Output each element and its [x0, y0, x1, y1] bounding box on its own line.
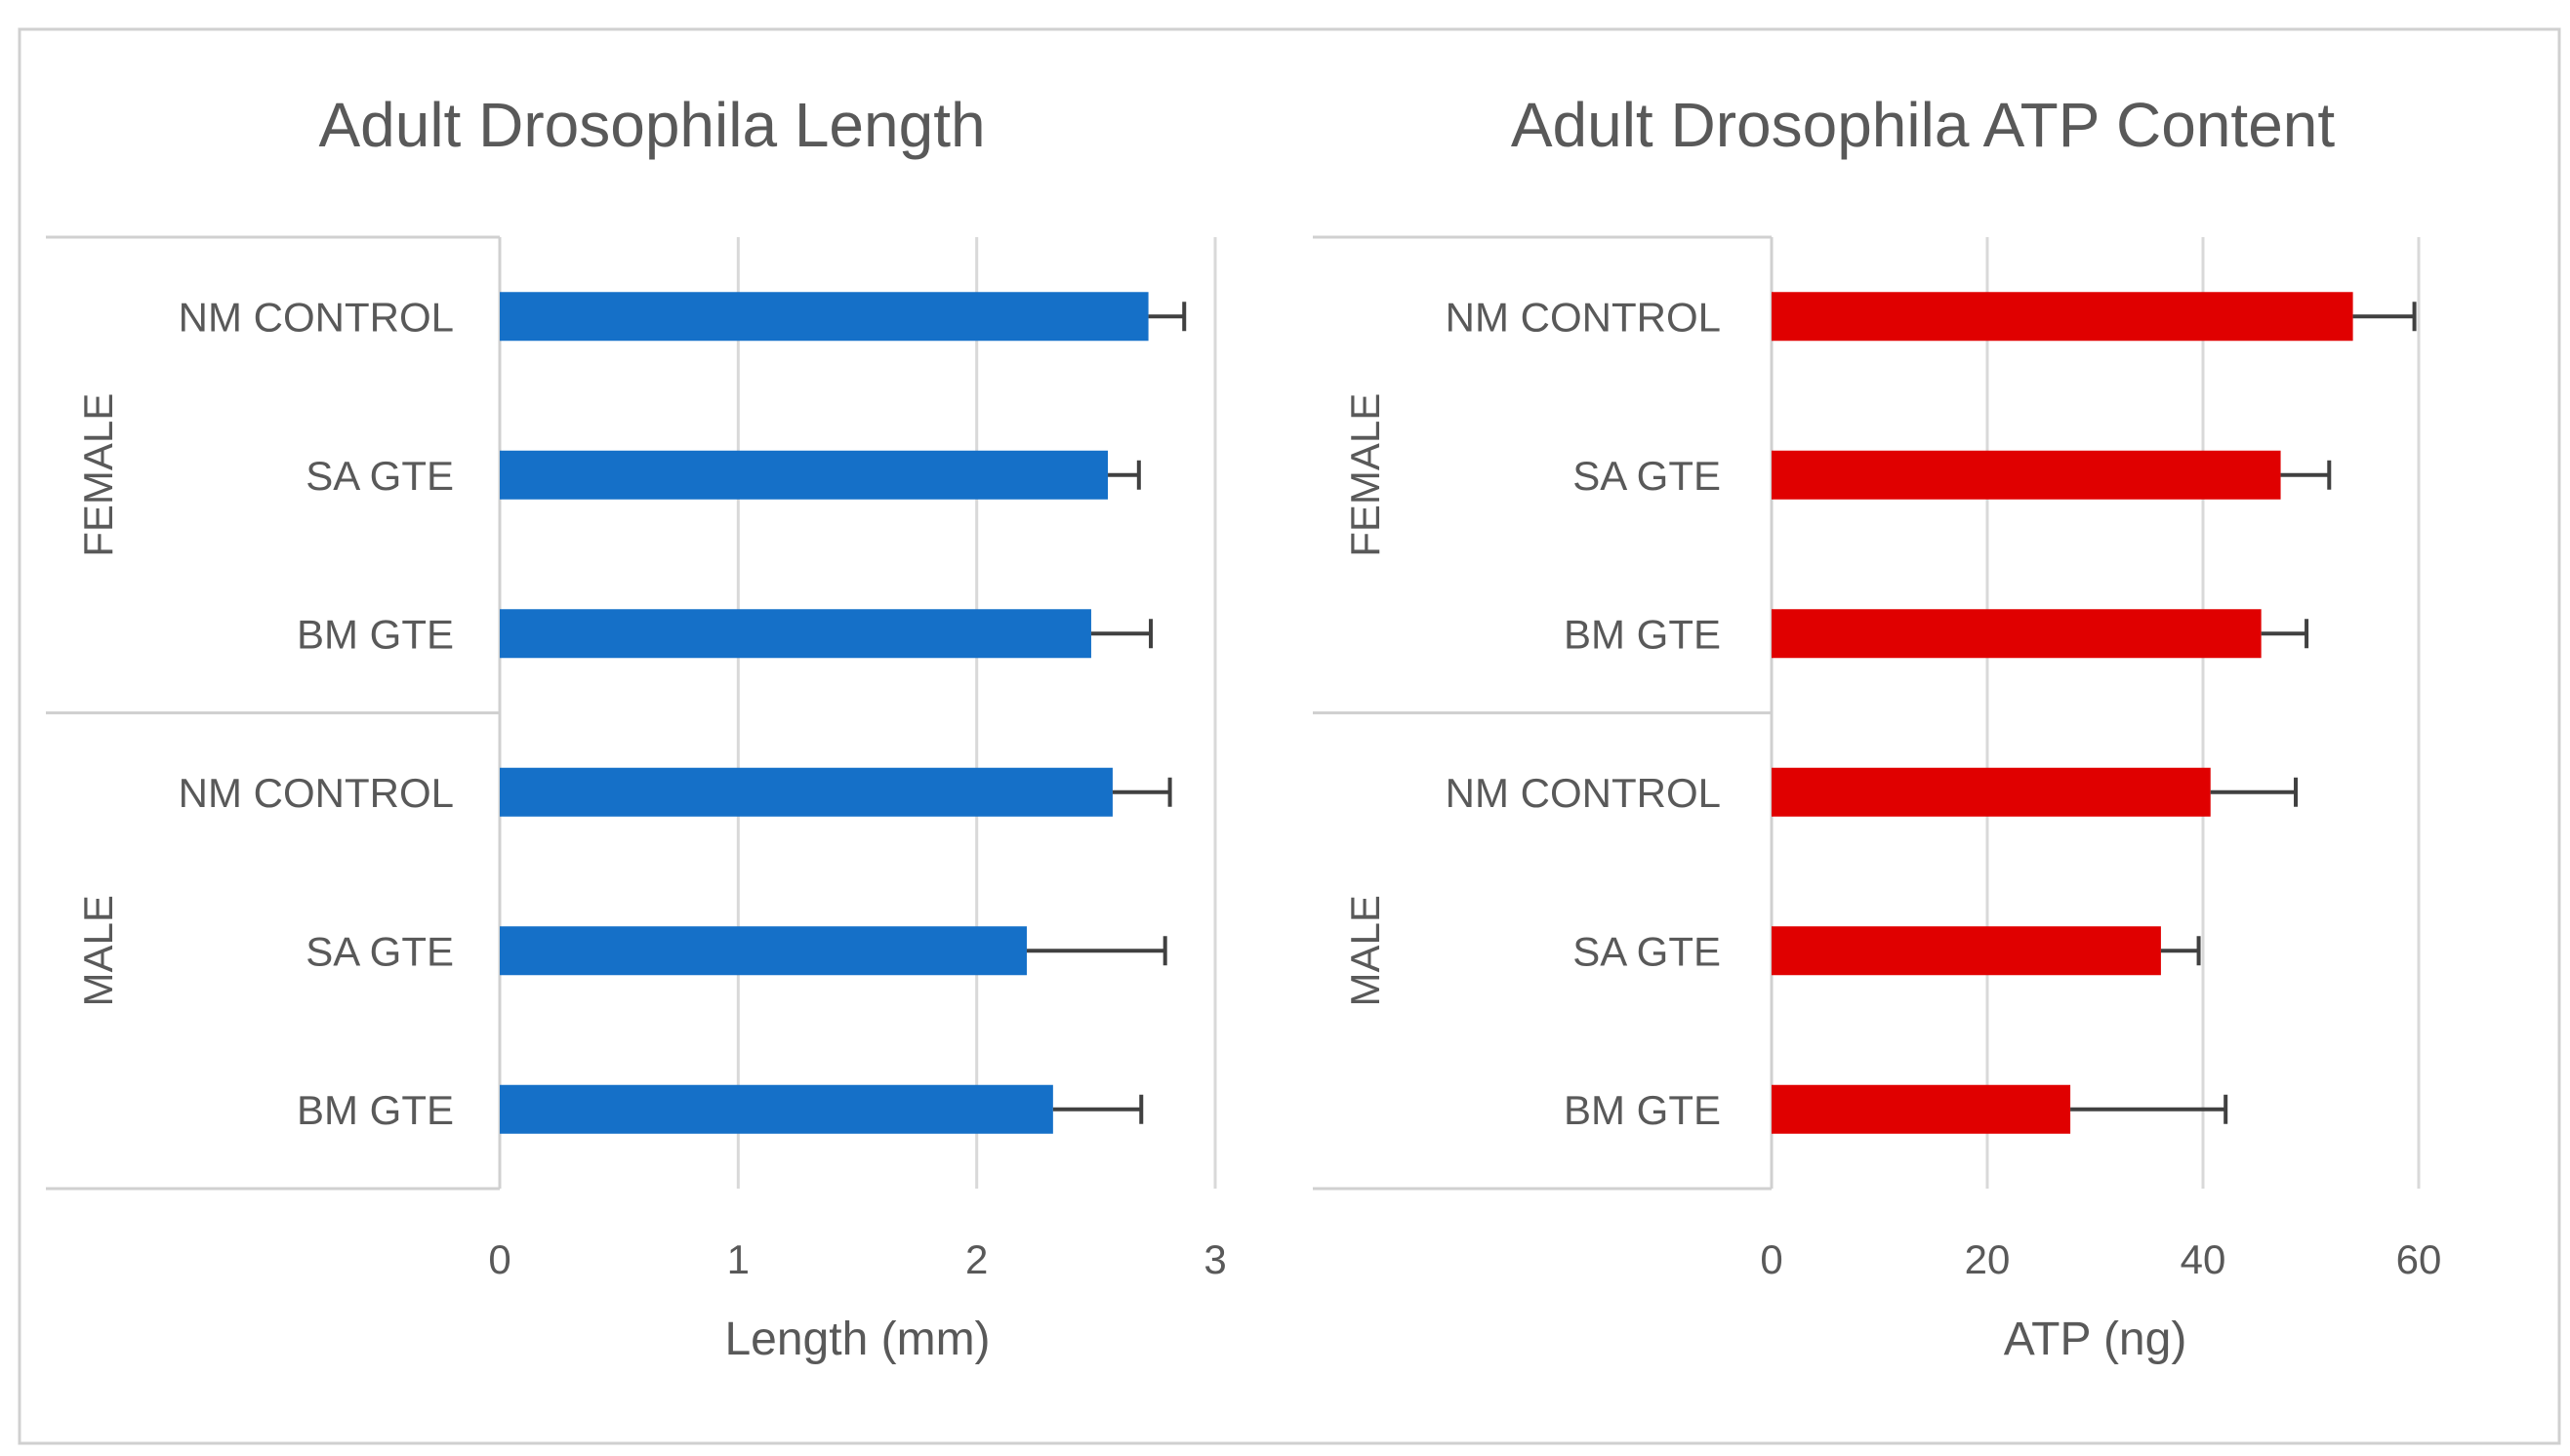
chart1-group-label: MALE: [75, 895, 121, 1006]
chart1-category-label: BM GTE: [297, 1087, 454, 1133]
chart2-category-label: NM CONTROL: [1446, 294, 1721, 340]
chart2-bar: [1772, 1084, 2071, 1134]
chart2-bar: [1772, 292, 2353, 342]
chart1-tick-label: 3: [1203, 1236, 1226, 1282]
chart2-category-label: SA GTE: [1572, 928, 1721, 974]
chart1-x-axis-title: Length (mm): [724, 1314, 990, 1365]
chart1-category-label: NM CONTROL: [179, 294, 454, 340]
figure-border: [18, 27, 2561, 1445]
chart1-tick-label: 1: [727, 1236, 750, 1282]
chart2-group-label: FEMALE: [1342, 393, 1388, 557]
chart1-group-label: FEMALE: [75, 393, 121, 557]
chart1-bar: [500, 609, 1091, 659]
chart1-title: Adult Drosophila Length: [318, 90, 985, 160]
chart2-tick-label: 20: [1965, 1236, 2011, 1282]
chart1-bar: [500, 926, 1027, 976]
chart2-bar: [1772, 609, 2262, 659]
chart2-tick-label: 40: [2181, 1236, 2226, 1282]
chart2-x-axis-title: ATP (ng): [2004, 1314, 2187, 1365]
chart2-category-label: NM CONTROL: [1446, 770, 1721, 816]
chart2-group-label: MALE: [1342, 895, 1388, 1006]
chart1-category-label: NM CONTROL: [179, 770, 454, 816]
chart2-bar: [1772, 450, 2281, 500]
chart2-bar: [1772, 767, 2211, 817]
chart1-tick-label: 0: [488, 1236, 510, 1282]
chart1-bar: [500, 450, 1109, 500]
chart1-category-label: BM GTE: [297, 611, 454, 657]
chart1-category-label: SA GTE: [306, 453, 454, 499]
chart1-bar: [500, 767, 1113, 817]
chart2-category-label: SA GTE: [1572, 453, 1721, 499]
chart2-category-label: BM GTE: [1564, 1087, 1721, 1133]
chart1-bar: [500, 1084, 1053, 1134]
chart1-category-label: SA GTE: [306, 928, 454, 974]
chart2-title: Adult Drosophila ATP Content: [1511, 90, 2336, 160]
chart1-tick-label: 2: [965, 1236, 988, 1282]
chart2-category-label: BM GTE: [1564, 611, 1721, 657]
chart2-bar: [1772, 926, 2161, 976]
chart2-tick-label: 0: [1760, 1236, 1782, 1282]
chart1-bar: [500, 292, 1149, 342]
chart2-tick-label: 60: [2396, 1236, 2442, 1282]
